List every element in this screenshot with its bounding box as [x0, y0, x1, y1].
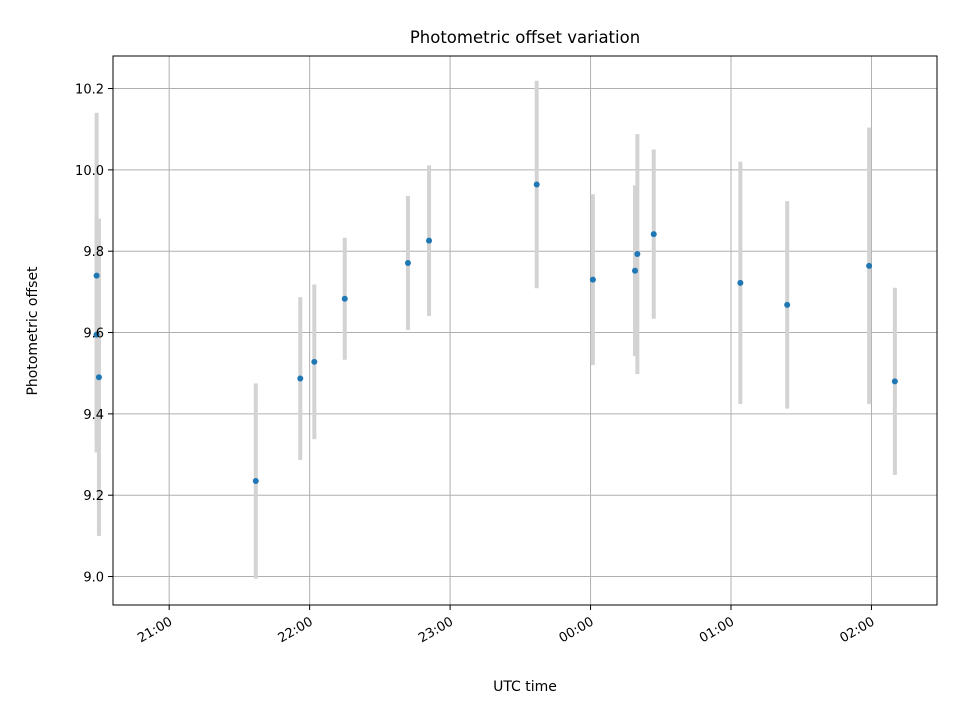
data-point	[341, 295, 348, 302]
y-axis: 9.0 9.2 9.4 9.6 9.8 10.0 10.2	[75, 83, 113, 586]
y-tick-label: 10.0	[75, 164, 104, 179]
data-point	[737, 279, 744, 286]
data-point	[866, 262, 873, 269]
data-point	[311, 358, 318, 365]
data-point	[891, 378, 898, 385]
y-tick-label: 9.6	[83, 327, 104, 342]
data-point	[93, 272, 100, 279]
data-point	[650, 231, 657, 238]
data-point	[632, 267, 639, 274]
data-points	[93, 181, 898, 484]
y-tick-label: 9.0	[83, 571, 104, 586]
data-point	[784, 301, 791, 308]
plot-frame	[112, 55, 938, 606]
y-tick-label: 10.2	[75, 83, 104, 98]
y-tick-label: 9.4	[83, 408, 104, 423]
data-point	[404, 259, 411, 266]
y-axis-label: Photometric offset	[25, 266, 41, 396]
chart-title: Photometric offset variation	[410, 28, 640, 47]
data-point	[297, 375, 304, 382]
grid	[113, 56, 937, 605]
data-point	[589, 276, 596, 283]
data-point	[533, 181, 540, 188]
y-tick-label: 9.2	[83, 489, 104, 504]
y-tick-label: 9.8	[83, 245, 104, 260]
data-point	[93, 331, 100, 338]
data-point	[634, 251, 641, 258]
x-axis-label: UTC time	[493, 679, 557, 695]
data-point	[426, 237, 433, 244]
data-point	[252, 477, 259, 484]
data-point	[95, 374, 102, 381]
